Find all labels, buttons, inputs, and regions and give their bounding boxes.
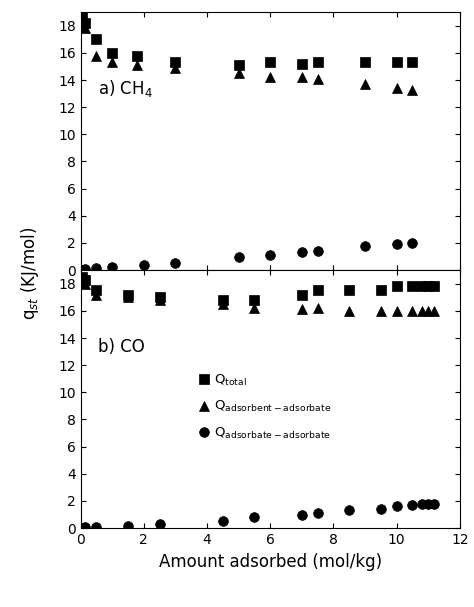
Line: Q$_{\mathrm{adsorbent-adsorbate}}$: Q$_{\mathrm{adsorbent-adsorbate}}$ [77, 276, 439, 316]
Q$_{\mathrm{adsorbate-adsorbate}}$ [93, 523, 99, 531]
Q$_{\mathrm{total}}$ [346, 287, 352, 294]
Q$_{\mathrm{total}}$ [432, 283, 438, 290]
Q$_{\mathrm{adsorbate-adsorbate}}$ [419, 501, 425, 508]
Q$_{\mathrm{adsorbent-adsorbate}}$ [425, 307, 431, 314]
Q$_{\mathrm{total}}$ [157, 294, 163, 301]
Q$_{\mathrm{adsorbent-adsorbate}}$ [299, 306, 305, 313]
Legend: Q$_{\mathrm{total}}$, Q$_{\mathrm{adsorbent-adsorbate}}$, Q$_{\mathrm{adsorbate-: Q$_{\mathrm{total}}$, Q$_{\mathrm{adsorb… [193, 368, 337, 446]
Line: Q$_{\mathrm{total}}$: Q$_{\mathrm{total}}$ [77, 272, 439, 305]
Q$_{\mathrm{total}}$ [425, 283, 431, 290]
X-axis label: Amount adsorbed (mol/kg): Amount adsorbed (mol/kg) [159, 552, 382, 571]
Q$_{\mathrm{adsorbent-adsorbate}}$ [410, 307, 415, 314]
Q$_{\mathrm{adsorbent-adsorbate}}$ [315, 305, 320, 312]
Q$_{\mathrm{adsorbent-adsorbate}}$ [157, 296, 163, 304]
Q$_{\mathrm{adsorbate-adsorbate}}$ [157, 520, 163, 527]
Q$_{\mathrm{adsorbate-adsorbate}}$ [299, 511, 305, 518]
Q$_{\mathrm{total}}$ [79, 273, 85, 280]
Q$_{\mathrm{total}}$ [419, 283, 425, 290]
Q$_{\mathrm{adsorbate-adsorbate}}$ [79, 524, 85, 532]
Q$_{\mathrm{adsorbent-adsorbate}}$ [346, 307, 352, 314]
Q$_{\mathrm{total}}$ [220, 296, 226, 304]
Q$_{\mathrm{adsorbate-adsorbate}}$ [378, 506, 383, 513]
Q$_{\mathrm{adsorbent-adsorbate}}$ [125, 294, 131, 301]
Q$_{\mathrm{adsorbate-adsorbate}}$ [82, 524, 88, 531]
Q$_{\mathrm{adsorbent-adsorbate}}$ [252, 305, 257, 312]
Q$_{\mathrm{adsorbent-adsorbate}}$ [93, 291, 99, 298]
Q$_{\mathrm{total}}$ [82, 276, 88, 283]
Q$_{\mathrm{adsorbent-adsorbate}}$ [82, 280, 88, 287]
Line: Q$_{\mathrm{adsorbate-adsorbate}}$: Q$_{\mathrm{adsorbate-adsorbate}}$ [77, 499, 439, 533]
Q$_{\mathrm{adsorbent-adsorbate}}$ [220, 300, 226, 308]
Q$_{\mathrm{total}}$ [410, 283, 415, 290]
Q$_{\mathrm{adsorbent-adsorbate}}$ [419, 307, 425, 314]
Text: q$_{st}$ (KJ/mol): q$_{st}$ (KJ/mol) [19, 226, 41, 320]
Q$_{\mathrm{total}}$ [252, 296, 257, 304]
Q$_{\mathrm{total}}$ [378, 287, 383, 294]
Q$_{\mathrm{adsorbent-adsorbate}}$ [378, 307, 383, 314]
Q$_{\mathrm{total}}$ [93, 287, 99, 294]
Q$_{\mathrm{adsorbate-adsorbate}}$ [410, 501, 415, 509]
Text: a) CH$_4$: a) CH$_4$ [98, 78, 153, 98]
Q$_{\mathrm{total}}$ [125, 291, 131, 298]
Q$_{\mathrm{total}}$ [394, 283, 400, 290]
Q$_{\mathrm{adsorbent-adsorbate}}$ [432, 307, 438, 314]
Q$_{\mathrm{adsorbate-adsorbate}}$ [252, 514, 257, 521]
Q$_{\mathrm{adsorbate-adsorbate}}$ [394, 503, 400, 510]
Q$_{\mathrm{adsorbate-adsorbate}}$ [425, 500, 431, 507]
Q$_{\mathrm{adsorbent-adsorbate}}$ [79, 277, 85, 285]
Q$_{\mathrm{adsorbate-adsorbate}}$ [432, 500, 438, 507]
Q$_{\mathrm{adsorbate-adsorbate}}$ [125, 523, 131, 530]
Q$_{\mathrm{adsorbate-adsorbate}}$ [315, 509, 320, 517]
Q$_{\mathrm{adsorbate-adsorbate}}$ [346, 507, 352, 514]
Q$_{\mathrm{total}}$ [315, 287, 320, 294]
Text: b) CO: b) CO [98, 337, 145, 356]
Q$_{\mathrm{adsorbent-adsorbate}}$ [394, 307, 400, 314]
Q$_{\mathrm{total}}$ [299, 291, 305, 298]
Q$_{\mathrm{adsorbate-adsorbate}}$ [220, 518, 226, 525]
